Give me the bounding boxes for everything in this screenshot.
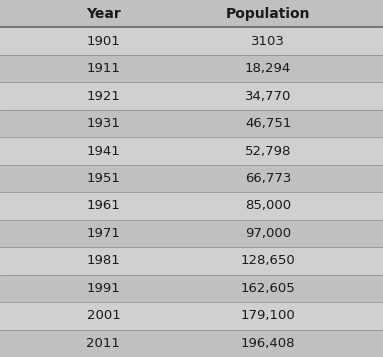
Bar bbox=[0, 137, 383, 165]
Text: 97,000: 97,000 bbox=[245, 227, 291, 240]
Text: 1961: 1961 bbox=[87, 200, 120, 212]
Text: 1911: 1911 bbox=[87, 62, 120, 75]
Text: 18,294: 18,294 bbox=[245, 62, 291, 75]
Text: Year: Year bbox=[86, 7, 121, 21]
Text: 66,773: 66,773 bbox=[245, 172, 291, 185]
Text: 196,408: 196,408 bbox=[241, 337, 295, 350]
Text: 1941: 1941 bbox=[87, 145, 120, 157]
Text: 1981: 1981 bbox=[87, 255, 120, 267]
Text: 1931: 1931 bbox=[87, 117, 120, 130]
Bar bbox=[0, 302, 383, 330]
Bar bbox=[0, 55, 383, 82]
Text: 179,100: 179,100 bbox=[241, 309, 295, 322]
Bar bbox=[0, 330, 383, 357]
Text: 1951: 1951 bbox=[87, 172, 120, 185]
Text: 1921: 1921 bbox=[87, 90, 120, 102]
Text: 3103: 3103 bbox=[251, 35, 285, 48]
Text: 34,770: 34,770 bbox=[245, 90, 291, 102]
Bar bbox=[0, 220, 383, 247]
Bar bbox=[0, 0, 383, 27]
Bar bbox=[0, 165, 383, 192]
Text: 2001: 2001 bbox=[87, 309, 120, 322]
Text: 2011: 2011 bbox=[87, 337, 120, 350]
Bar bbox=[0, 27, 383, 55]
Bar bbox=[0, 110, 383, 137]
Text: 1901: 1901 bbox=[87, 35, 120, 48]
Text: Population: Population bbox=[226, 7, 310, 21]
Text: 128,650: 128,650 bbox=[241, 255, 295, 267]
Bar bbox=[0, 82, 383, 110]
Text: 46,751: 46,751 bbox=[245, 117, 291, 130]
Text: 162,605: 162,605 bbox=[241, 282, 295, 295]
Bar bbox=[0, 275, 383, 302]
Text: 1991: 1991 bbox=[87, 282, 120, 295]
Bar bbox=[0, 192, 383, 220]
Bar bbox=[0, 247, 383, 275]
Text: 85,000: 85,000 bbox=[245, 200, 291, 212]
Text: 52,798: 52,798 bbox=[245, 145, 291, 157]
Text: 1971: 1971 bbox=[87, 227, 120, 240]
